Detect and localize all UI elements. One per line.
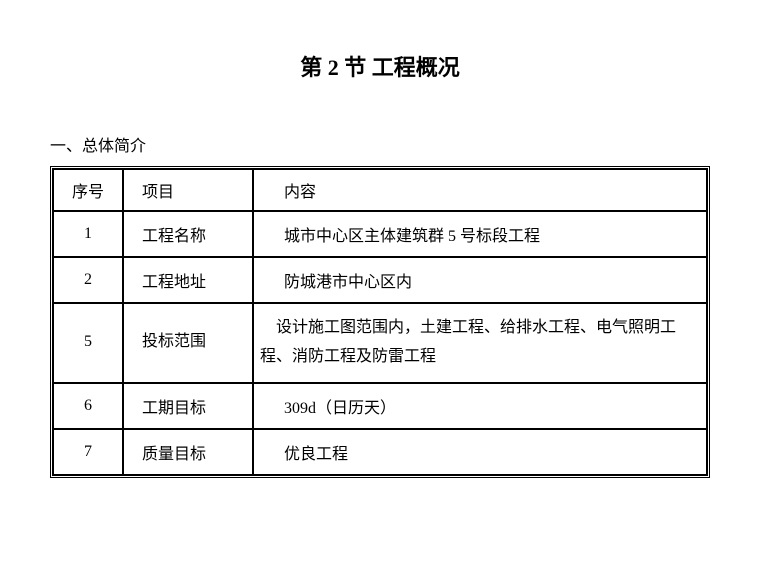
- cell-seq: 6: [53, 383, 123, 429]
- table-row: 2 工程地址 防城港市中心区内: [53, 257, 707, 303]
- cell-content: 城市中心区主体建筑群 5 号标段工程: [253, 211, 707, 257]
- table-row: 1 工程名称 城市中心区主体建筑群 5 号标段工程: [53, 211, 707, 257]
- cell-content: 优良工程: [253, 429, 707, 475]
- header-seq: 序号: [53, 169, 123, 211]
- cell-seq: 5: [53, 303, 123, 383]
- overview-table: 序号 项目 内容 1 工程名称 城市中心区主体建筑群 5 号标段工程 2 工程地…: [50, 166, 710, 478]
- cell-seq: 2: [53, 257, 123, 303]
- cell-seq: 7: [53, 429, 123, 475]
- cell-item: 质量目标: [123, 429, 253, 475]
- cell-content: 防城港市中心区内: [253, 257, 707, 303]
- cell-seq: 1: [53, 211, 123, 257]
- subsection-title: 一、总体简介: [50, 132, 730, 156]
- section-title: 第 2 节 工程概况: [30, 50, 730, 82]
- cell-item: 工程名称: [123, 211, 253, 257]
- cell-item: 工程地址: [123, 257, 253, 303]
- cell-item: 投标范围: [123, 303, 253, 383]
- cell-item: 工期目标: [123, 383, 253, 429]
- cell-content: 设计施工图范围内，土建工程、给排水工程、电气照明工程、消防工程及防雷工程: [253, 303, 707, 383]
- table-container: 序号 项目 内容 1 工程名称 城市中心区主体建筑群 5 号标段工程 2 工程地…: [50, 166, 710, 478]
- header-content: 内容: [253, 169, 707, 211]
- header-item: 项目: [123, 169, 253, 211]
- table-row: 6 工期目标 309d（日历天）: [53, 383, 707, 429]
- table-row: 7 质量目标 优良工程: [53, 429, 707, 475]
- cell-content: 309d（日历天）: [253, 383, 707, 429]
- table-header-row: 序号 项目 内容: [53, 169, 707, 211]
- table-row: 5 投标范围 设计施工图范围内，土建工程、给排水工程、电气照明工程、消防工程及防…: [53, 303, 707, 383]
